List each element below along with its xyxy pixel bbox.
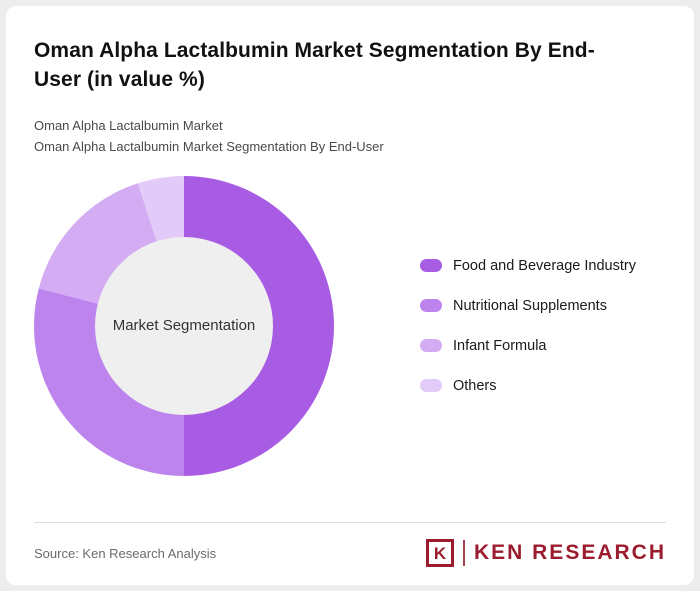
legend-swatch <box>420 259 442 273</box>
legend-item: Food and Beverage Industry <box>420 258 636 274</box>
chart-subtitle-line1: Oman Alpha Lactalbumin Market <box>34 117 223 133</box>
chart-subtitles: Oman Alpha Lactalbumin Market Oman Alpha… <box>34 115 666 158</box>
legend-item: Infant Formula <box>420 338 636 354</box>
legend-label: Nutritional Supplements <box>453 297 607 314</box>
legend-label: Infant Formula <box>453 337 547 354</box>
footer: Source: Ken Research Analysis K KEN RESE… <box>34 522 666 567</box>
donut-chart-wrap: Market Segmentation <box>34 175 334 476</box>
donut-center-label: Market Segmentation <box>112 317 256 335</box>
chart-row: Market Segmentation Food and Beverage In… <box>34 175 666 476</box>
ken-research-icon: K <box>425 539 454 567</box>
legend-label: Food and Beverage Industry <box>453 257 636 274</box>
ken-research-wordmark: KEN RESEARCH <box>473 541 666 564</box>
chart-card: Oman Alpha Lactalbumin Market Segmentati… <box>6 6 694 585</box>
footer-divider <box>34 522 666 523</box>
card-inner: Oman Alpha Lactalbumin Market Segmentati… <box>6 6 694 585</box>
chart-title: Oman Alpha Lactalbumin Market Segmentati… <box>34 39 595 92</box>
ken-research-logo: K KEN RESEARCH <box>425 539 666 567</box>
legend-item: Others <box>420 378 636 394</box>
donut-hole: Market Segmentation <box>95 236 273 415</box>
legend-swatch <box>420 379 442 393</box>
logo-divider <box>462 540 465 566</box>
legend-swatch <box>420 299 442 313</box>
legend-item: Nutritional Supplements <box>420 298 636 314</box>
legend: Food and Beverage Industry Nutritional Su… <box>420 258 636 394</box>
source-text: Source: Ken Research Analysis <box>34 545 217 561</box>
legend-label: Others <box>453 377 497 394</box>
footer-row: Source: Ken Research Analysis K KEN RESE… <box>34 539 666 567</box>
legend-swatch <box>420 339 442 353</box>
ken-research-icon-letter: K <box>433 543 447 563</box>
chart-subtitle-line2: Oman Alpha Lactalbumin Market Segmentati… <box>34 139 384 155</box>
